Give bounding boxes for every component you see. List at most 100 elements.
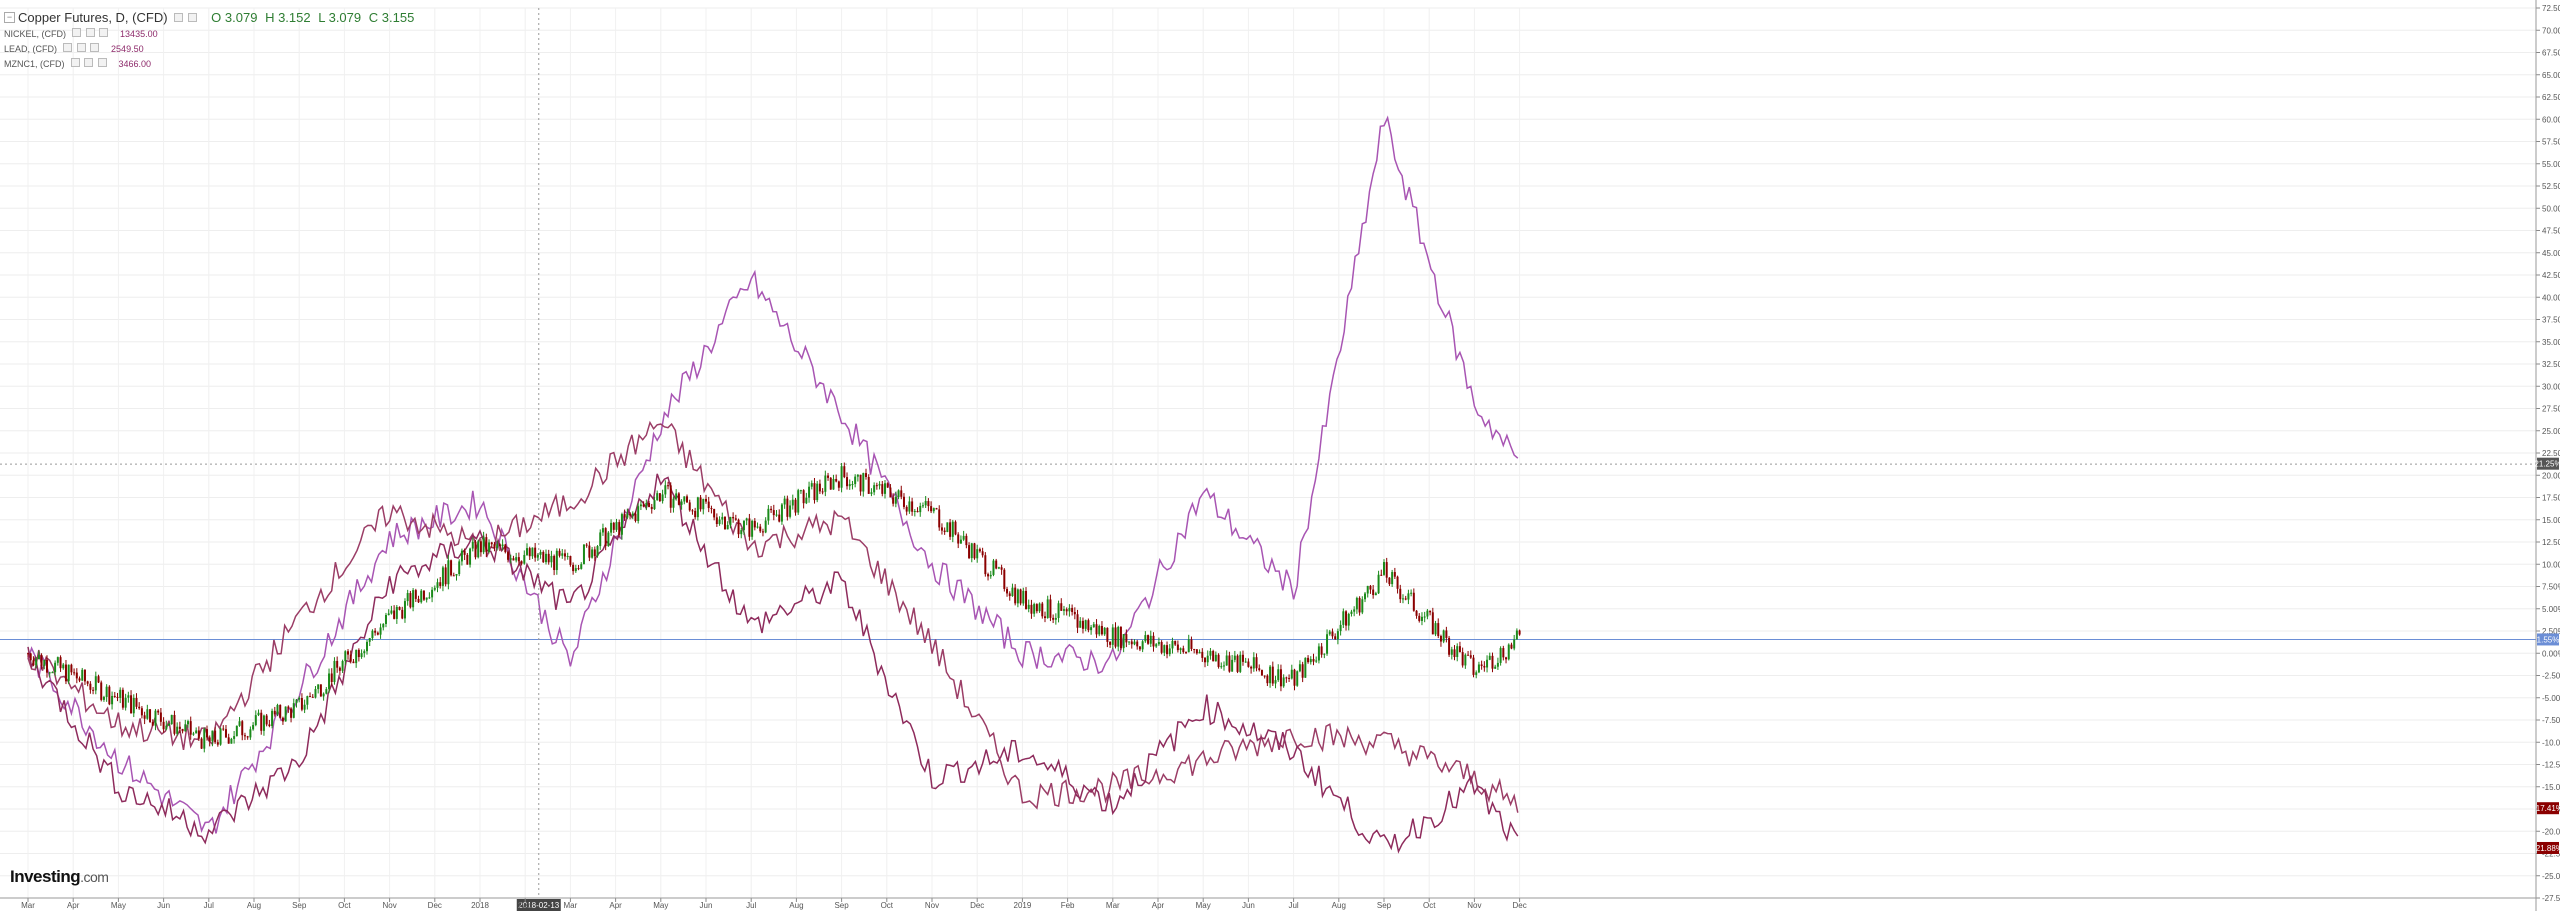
hide-icon[interactable] (85, 28, 95, 37)
candle (1247, 658, 1250, 668)
y-tick-label: -2.50% (2542, 672, 2560, 681)
candle (1220, 662, 1223, 669)
settings-icon[interactable] (70, 58, 80, 67)
candle-body (997, 567, 1000, 569)
candle (1263, 675, 1266, 679)
candle (688, 499, 691, 512)
candle-body (949, 522, 952, 537)
remove-icon[interactable] (99, 28, 109, 37)
hide-icon[interactable] (76, 43, 86, 52)
candle (1304, 657, 1307, 678)
candle (347, 649, 350, 660)
candle (406, 589, 409, 606)
candle-body (1331, 631, 1334, 637)
hide-icon[interactable] (84, 58, 94, 67)
settings-icon[interactable] (173, 12, 183, 22)
candle-body (420, 590, 423, 603)
candle (357, 648, 360, 662)
candle (558, 548, 561, 558)
candle-body (371, 630, 374, 639)
candle (667, 481, 670, 490)
candle (1252, 652, 1255, 672)
candle (870, 488, 873, 497)
candle (1369, 584, 1372, 594)
candle-body (715, 517, 718, 524)
candle-body (471, 541, 474, 549)
candle (284, 706, 287, 722)
candle (1236, 654, 1239, 674)
candle-body (127, 695, 130, 698)
candle-body (214, 730, 217, 743)
candle-body (642, 504, 645, 507)
candle (1290, 664, 1293, 680)
candle (59, 655, 62, 672)
candle (1152, 632, 1155, 652)
candle (943, 527, 946, 535)
candle (932, 507, 935, 514)
candle-body (718, 519, 721, 524)
candle-body (328, 673, 331, 690)
candle-body (441, 567, 444, 586)
series-line-mznc1 (27, 473, 1519, 854)
candle-body (637, 506, 640, 521)
candle (759, 523, 762, 533)
remove-icon[interactable] (97, 58, 107, 67)
candle (1163, 644, 1166, 657)
candle-body (1288, 677, 1291, 679)
candle (1244, 657, 1247, 663)
candle (905, 505, 908, 516)
candle (1239, 651, 1242, 674)
candle (1377, 570, 1380, 595)
candle-body (138, 706, 141, 709)
candle-body (856, 474, 859, 477)
candle (287, 705, 290, 713)
candle-body (290, 708, 293, 718)
candle (1103, 627, 1106, 636)
settings-icon[interactable] (63, 43, 73, 52)
candle-body (623, 514, 626, 518)
candle-body (968, 545, 971, 559)
candle-body (341, 661, 344, 671)
candle (797, 488, 800, 515)
candle-body (162, 721, 165, 730)
candle-body (827, 475, 830, 478)
settings-icon[interactable] (72, 28, 82, 37)
y-tick-label: 0.00% (2542, 649, 2560, 658)
candle (192, 731, 195, 736)
candle-body (664, 485, 667, 495)
candle-body (913, 510, 916, 512)
candle-body (946, 522, 949, 533)
candle-body (165, 725, 168, 730)
candle-body (159, 712, 162, 722)
candle-body (1206, 655, 1209, 663)
candle (140, 706, 143, 719)
candle-body (626, 513, 629, 518)
last-value-tag-label: -21.88% (2533, 844, 2560, 853)
candle (1166, 641, 1169, 659)
candle-body (298, 698, 301, 700)
candle-body (1090, 627, 1093, 631)
candle (1391, 569, 1394, 587)
candle (395, 605, 398, 624)
candle-body (1407, 593, 1410, 600)
candle (591, 546, 594, 559)
hide-icon[interactable] (188, 12, 198, 22)
candle-body (460, 550, 463, 562)
remove-icon[interactable] (90, 43, 100, 52)
candle (363, 649, 366, 658)
candle-body (431, 589, 434, 598)
candle (1111, 624, 1114, 650)
y-tick-label: 40.00% (2542, 293, 2560, 302)
candle (485, 533, 488, 557)
collapse-legend-icon[interactable]: − (4, 11, 15, 23)
candle-body (550, 555, 553, 563)
candle (686, 494, 689, 503)
candle (463, 548, 466, 561)
candle (460, 548, 463, 566)
candle (317, 684, 320, 694)
candle-body (705, 498, 707, 502)
candle-body (661, 494, 664, 502)
candle-body (390, 610, 393, 614)
